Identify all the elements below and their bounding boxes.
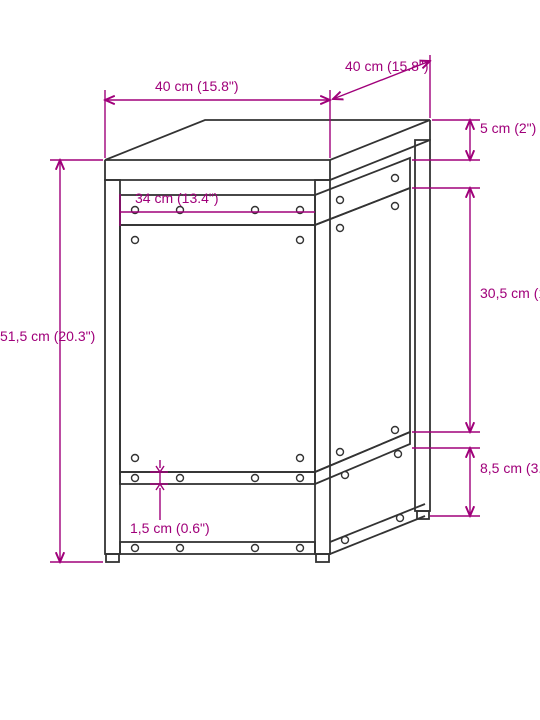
rivets-group (132, 175, 404, 552)
dim-top-thickness: 5 cm (2") (480, 120, 535, 138)
dim-top-width-2: 40 cm (15.8") (345, 58, 429, 74)
bottom-rail-front (120, 472, 315, 484)
foot-pad-fr (316, 554, 329, 562)
dim-panel-thickness: 1,5 cm (0.6") (130, 520, 190, 538)
table-top-surface (105, 120, 430, 160)
bottom-side-rail-right2 (330, 516, 425, 554)
foot-pad-fl (106, 554, 119, 562)
dim-shelf-width: 34 cm (13.4") (135, 190, 219, 206)
leg-front-right (315, 180, 330, 554)
bottom-stretcher-front (120, 542, 315, 554)
dim-middle-height: 30,5 cm (12") (480, 285, 535, 303)
table-top-front-edge (105, 160, 330, 180)
body-panel-front (120, 225, 315, 472)
dim-top-width-1: 40 cm (15.8") (155, 78, 239, 94)
dim-total-height: 51,5 cm (20.3") (0, 328, 55, 346)
product-dimension-diagram (0, 0, 540, 720)
leg-front-left (105, 180, 120, 554)
leg-rear-right (415, 140, 430, 511)
dim-bottom-clearance: 8,5 cm (3.4") (480, 460, 535, 478)
